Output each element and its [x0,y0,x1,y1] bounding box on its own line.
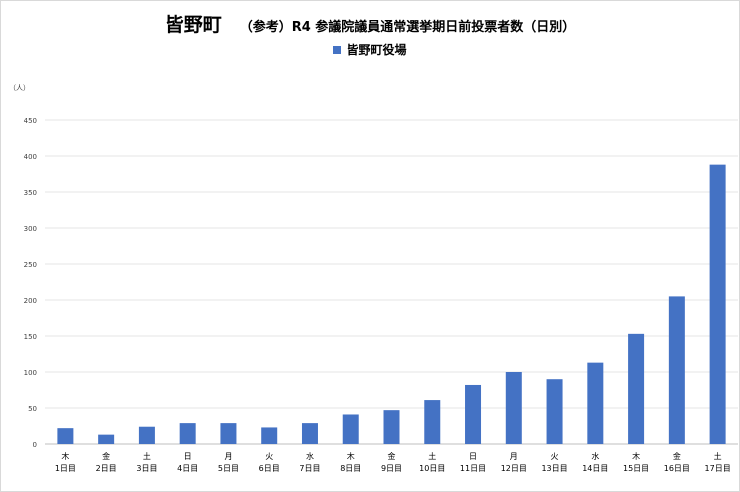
x-tick-weekday: 火 [551,452,559,461]
bar-1 [57,428,74,444]
bar-12 [505,372,522,444]
bar-7 [301,423,318,444]
x-tick-label: 8日目 [340,464,361,473]
x-tick-weekday: 土 [428,451,436,461]
bar-10 [424,400,441,444]
x-tick-weekday: 土 [143,451,151,461]
title-row: 皆野町 （参考）R4 参議院議員通常選挙期日前投票者数（日別） [0,10,740,37]
y-tick-label: 200 [24,297,37,305]
x-tick-label: 11日目 [460,464,486,473]
bar-14 [587,362,604,444]
chart-subtitle: （参考）R4 参議院議員通常選挙期日前投票者数（日別） [239,20,576,35]
y-tick-label: 450 [24,117,37,125]
x-tick-label: 15日目 [623,464,649,473]
x-tick-label: 4日目 [177,464,198,473]
bar-9 [383,410,400,444]
x-tick-weekday: 木 [347,451,355,461]
bar-5 [220,423,237,444]
x-tick-label: 13日目 [541,464,567,473]
x-tick-label: 10日目 [419,464,445,473]
y-tick-label: 0 [33,441,37,449]
y-tick-label: 300 [24,225,37,233]
x-tick-label: 12日目 [501,464,527,473]
y-tick-label: 150 [24,333,37,341]
x-tick-weekday: 月 [224,452,232,461]
legend: 皆野町役場 [0,41,740,58]
bar-2 [98,434,115,444]
bar-15 [628,333,645,444]
x-tick-weekday: 火 [265,452,273,461]
y-tick-label: 250 [24,261,37,269]
x-tick-label: 5日目 [218,464,239,473]
legend-label: 皆野町役場 [346,43,407,57]
x-tick-weekday: 水 [306,451,314,461]
bar-16 [668,296,685,444]
x-tick-label: 14日目 [582,464,608,473]
x-tick-weekday: 土 [714,451,722,461]
x-tick-weekday: 木 [61,451,69,461]
x-tick-weekday: 金 [102,451,110,461]
bar-8 [342,414,359,444]
bar-6 [261,427,278,444]
legend-swatch [333,46,342,54]
bar-17 [709,164,726,444]
x-tick-label: 3日目 [136,464,157,473]
y-tick-label: 50 [28,405,37,413]
x-tick-weekday: 月 [510,452,518,461]
bar-4 [179,423,196,444]
x-tick-label: 16日目 [664,464,690,473]
x-tick-label: 2日目 [96,464,117,473]
bar-11 [465,384,482,444]
x-tick-label: 7日目 [299,464,320,473]
x-tick-label: 17日目 [705,464,731,473]
x-tick-label: 6日目 [259,464,280,473]
x-tick-weekday: 金 [388,451,396,461]
y-tick-label: 400 [24,153,37,161]
bar-3 [138,426,155,444]
x-tick-weekday: 日 [469,452,477,461]
y-tick-label: 350 [24,189,37,197]
x-tick-label: 9日目 [381,464,402,473]
bar-13 [546,379,563,444]
x-tick-weekday: 日 [184,452,192,461]
x-tick-weekday: 金 [673,451,681,461]
x-tick-weekday: 水 [591,451,599,461]
x-tick-label: 1日目 [55,464,76,473]
chart-title: 皆野町 [164,14,222,36]
y-tick-label: 100 [24,369,37,377]
y-axis-unit-label: （人） [9,84,30,92]
x-tick-weekday: 木 [632,451,640,461]
